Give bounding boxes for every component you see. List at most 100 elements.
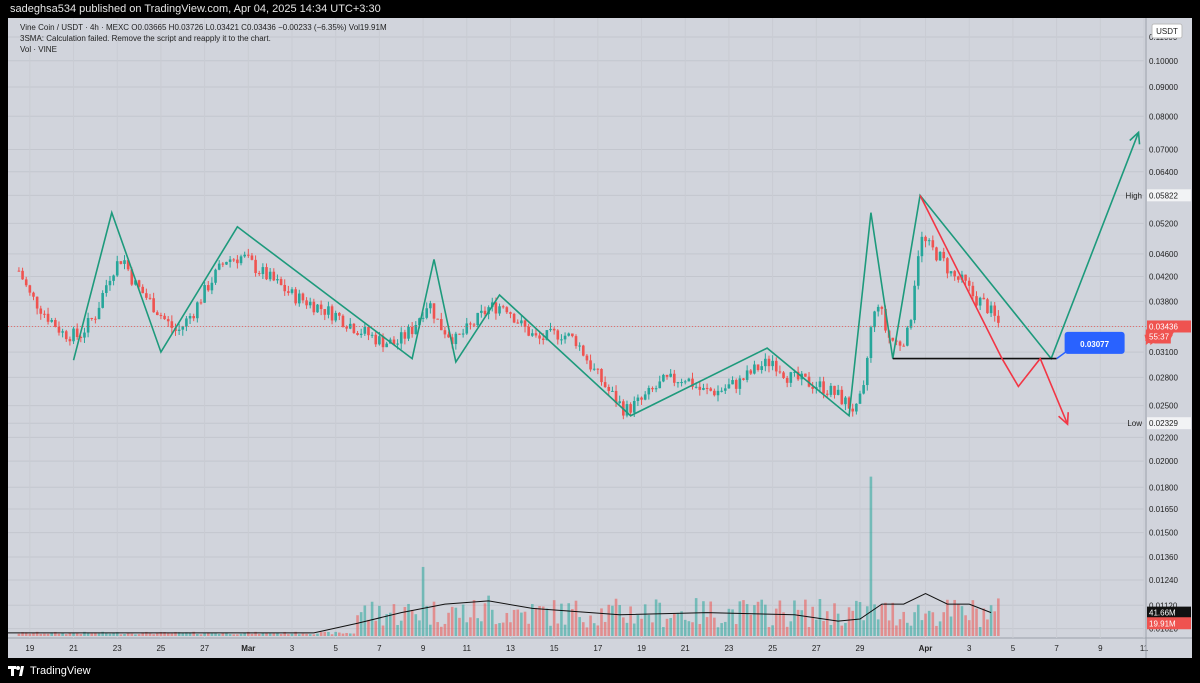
volume-bar [938, 621, 942, 636]
candle-body [308, 301, 312, 306]
price-tick-label: 0.07000 [1149, 145, 1178, 154]
volume-bar [105, 633, 108, 636]
volume-bar [447, 612, 450, 636]
volume-bar [545, 608, 549, 636]
bear-projection-line[interactable] [919, 195, 1069, 425]
candle-body [86, 317, 90, 333]
candle-body [61, 331, 64, 333]
time-tick-label: 3 [967, 644, 972, 653]
target-callout-box[interactable] [1064, 331, 1125, 354]
volume-bar [647, 614, 651, 636]
candle-body [967, 280, 971, 286]
currency-box[interactable] [1151, 23, 1183, 39]
volume-bar [581, 622, 585, 636]
pattern-zigzag-line[interactable] [72, 132, 1140, 418]
candle-body [694, 386, 698, 388]
volume-bar [822, 621, 825, 636]
candle-body [600, 368, 603, 383]
candle-body [647, 387, 651, 395]
volume-bar [840, 625, 844, 636]
volume-bar [844, 623, 847, 636]
candle-body [509, 312, 512, 314]
candle-body [520, 320, 523, 324]
volume-bar [247, 631, 250, 636]
candle-body [906, 327, 909, 346]
time-tick-label: 11 [463, 644, 472, 653]
volume-bar [152, 634, 155, 636]
volume-bar [567, 603, 571, 636]
price-chart[interactable]: 0.110000.100000.090000.080000.070000.064… [8, 18, 1192, 658]
volume-bar [119, 634, 123, 636]
session-low-tag-box [1147, 417, 1191, 430]
volume-last-tag-label: 19.91M [1149, 619, 1176, 628]
candle-body [290, 289, 294, 293]
volume-bar [745, 604, 749, 636]
volume-bar [436, 622, 439, 636]
candle-body [79, 337, 83, 339]
volume-bar [796, 609, 800, 636]
currency-label: USDT [1156, 27, 1178, 36]
volume-bar [356, 615, 359, 636]
time-tick-label: 27 [200, 644, 209, 653]
volume-bar [916, 604, 920, 636]
volume-bar [753, 605, 756, 636]
chart-panel[interactable]: 0.110000.100000.090000.080000.070000.064… [8, 18, 1192, 658]
candle-body [523, 320, 527, 327]
volume-bar [680, 611, 683, 636]
candle-body [501, 306, 505, 308]
candle-body [185, 318, 188, 327]
candle-body [804, 373, 807, 377]
volume-bar [989, 605, 993, 636]
price-tick-label: 0.01360 [1149, 553, 1178, 562]
candle-body [651, 387, 654, 390]
volume-bar [742, 600, 745, 636]
footer: TradingView [0, 660, 1200, 683]
candle-body [221, 263, 225, 265]
volume-bar [32, 633, 35, 636]
volume-bar [964, 615, 967, 636]
volume-bar [673, 612, 676, 636]
volume-bar [909, 625, 913, 636]
candle-body [345, 326, 348, 329]
candle-body [83, 332, 86, 338]
volume-sma-tag-label: 41.66M [1149, 609, 1176, 618]
candle-body [188, 316, 192, 319]
candle-body [614, 390, 618, 403]
volume-bar [385, 614, 388, 636]
volume-bar [993, 611, 997, 636]
candle-body [28, 285, 32, 293]
volume-bar [123, 634, 126, 636]
candle-body [811, 386, 814, 389]
volume-bar [432, 601, 436, 636]
volume-bar [214, 633, 217, 636]
volume-bar [527, 623, 530, 636]
session-high-tag-box [1147, 189, 1191, 202]
volume-bar [862, 620, 865, 636]
candle-body [742, 378, 745, 380]
candle-body [865, 357, 869, 386]
volume-bar [847, 607, 851, 636]
volume-bar [185, 632, 188, 636]
volume-bar [705, 617, 709, 636]
tradingview-brand[interactable]: TradingView [8, 664, 91, 677]
candle-body [847, 397, 851, 409]
candle-body [822, 381, 825, 394]
volume-bar [181, 632, 185, 636]
volume-bar [28, 633, 32, 636]
volume-last-tag-box [1147, 617, 1191, 630]
candle-body [756, 364, 760, 370]
volume-bar [155, 632, 159, 636]
volume-bar [370, 601, 374, 636]
candle-body [192, 316, 195, 319]
candle-body [46, 313, 50, 322]
candle-body [196, 302, 199, 319]
candle-body [370, 334, 374, 336]
time-tick-label: 19 [637, 644, 646, 653]
volume-bar [640, 618, 643, 636]
volume-bar [869, 476, 873, 636]
candle-body [268, 271, 272, 280]
volume-bar [713, 617, 716, 636]
volume-bar [381, 625, 385, 636]
volume-bar [465, 622, 469, 636]
candle-body [771, 360, 774, 367]
